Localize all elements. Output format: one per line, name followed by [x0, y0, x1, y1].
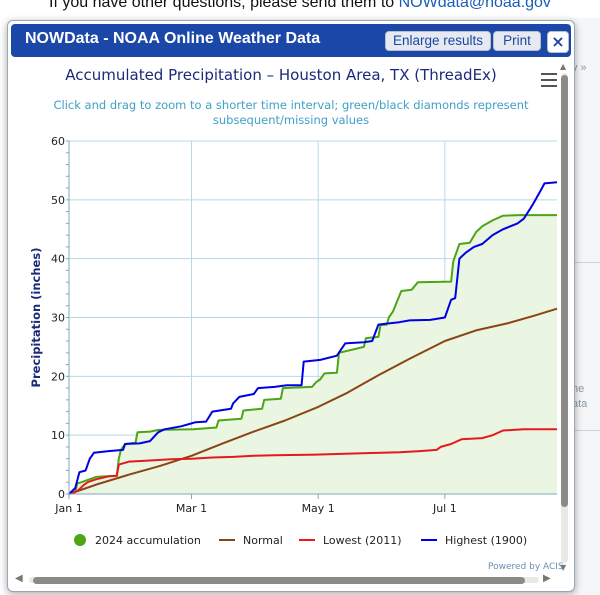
contact-text-label: If you have other questions, please send…: [49, 0, 395, 11]
background-page-strip: [570, 18, 600, 595]
background-fragment: he: [572, 383, 585, 395]
chart-menu-icon[interactable]: [541, 73, 557, 87]
background-fragment: ata: [572, 398, 588, 410]
chart-credit: Powered by ACIS: [488, 562, 564, 572]
results-dialog: NOWData - NOAA Online Weather Data Enlar…: [7, 20, 575, 592]
legend-label: Normal: [243, 534, 283, 547]
close-icon[interactable]: ×: [547, 31, 569, 53]
enlarge-results-button[interactable]: Enlarge results: [385, 31, 491, 51]
y-tick-label: 0: [58, 488, 65, 501]
chart-title: Accumulated Precipitation – Houston Area…: [65, 66, 497, 84]
y-tick-label: 40: [51, 253, 65, 266]
x-tick-label: Mar 1: [176, 502, 207, 515]
y-axis-label: Precipitation (inches): [29, 248, 43, 388]
series-line-2: [68, 428, 557, 495]
scroll-right-icon[interactable]: ▶: [543, 573, 551, 584]
x-tick-label: Jul 1: [432, 502, 457, 515]
y-tick-label: 60: [51, 135, 65, 148]
y-tick-label: 50: [51, 194, 65, 207]
x-tick-label: May 1: [302, 502, 335, 515]
legend-label: Highest (1900): [445, 534, 527, 547]
y-tick-label: 30: [51, 312, 65, 325]
background-divider: [572, 430, 600, 431]
precipitation-chart[interactable]: 0 10 20 30 40 50 60 Jan 1 Mar 1 May 1 Jul 1 Precipi…: [11, 59, 559, 571]
legend-label: Lowest (2011): [323, 534, 402, 547]
y-tick-label: 10: [51, 429, 65, 442]
horizontal-scroll-thumb[interactable]: [33, 577, 525, 584]
legend-marker: [74, 534, 86, 546]
background-fragment: v »: [572, 62, 587, 74]
series-line-1: [68, 307, 558, 495]
vertical-scroll-thumb[interactable]: [561, 75, 568, 507]
dialog-titlebar[interactable]: NOWData - NOAA Online Weather Data Enlar…: [11, 24, 571, 57]
scroll-left-icon[interactable]: ◀: [15, 573, 23, 584]
print-button[interactable]: Print: [493, 31, 541, 51]
contact-text: If you have other questions, please send…: [0, 0, 600, 12]
y-tick-label: 20: [51, 370, 65, 383]
chart-subtitle: Click and drag to zoom to a shorter time…: [53, 98, 529, 127]
legend-label: 2024 accumulation: [95, 534, 201, 547]
background-divider: [572, 262, 600, 263]
dialog-content: Accumulated Precipitation – Houston Area…: [11, 59, 568, 589]
dialog-title: NOWData - NOAA Online Weather Data: [25, 30, 321, 47]
series-line-0: [68, 214, 557, 495]
scroll-up-icon[interactable]: ▲: [560, 62, 567, 71]
x-tick-label: Jan 1: [54, 502, 82, 515]
series-area-0: [69, 215, 557, 494]
contact-email-link[interactable]: NOWdata@noaa.gov: [398, 0, 551, 11]
vertical-scrollbar[interactable]: ▲ ▼: [559, 62, 569, 573]
scroll-down-icon[interactable]: ▼: [560, 563, 567, 572]
series-line-3: [68, 181, 558, 495]
horizontal-scrollbar[interactable]: ◀ ▶: [11, 573, 559, 587]
